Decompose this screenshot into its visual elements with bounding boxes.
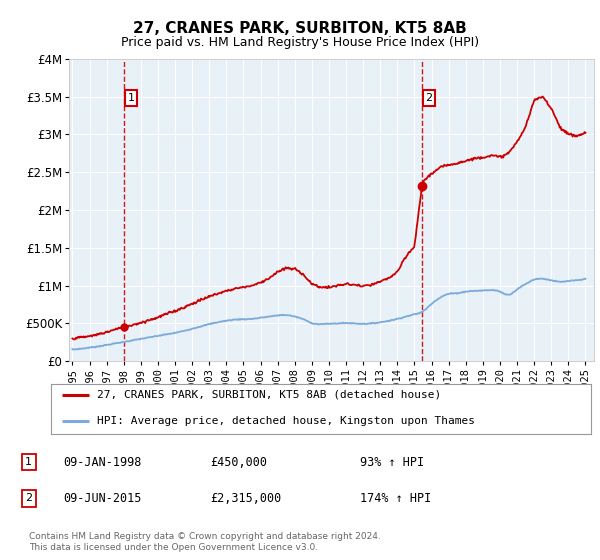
Text: £450,000: £450,000 [210, 455, 267, 469]
Text: Contains HM Land Registry data © Crown copyright and database right 2024.
This d: Contains HM Land Registry data © Crown c… [29, 532, 380, 552]
Text: 1: 1 [25, 457, 32, 467]
Text: 93% ↑ HPI: 93% ↑ HPI [360, 455, 424, 469]
Text: 2: 2 [25, 493, 32, 503]
Text: 2: 2 [425, 93, 433, 103]
Text: Price paid vs. HM Land Registry's House Price Index (HPI): Price paid vs. HM Land Registry's House … [121, 36, 479, 49]
Text: 09-JAN-1998: 09-JAN-1998 [63, 455, 142, 469]
Text: HPI: Average price, detached house, Kingston upon Thames: HPI: Average price, detached house, King… [97, 417, 475, 426]
Text: 174% ↑ HPI: 174% ↑ HPI [360, 492, 431, 505]
Text: £2,315,000: £2,315,000 [210, 492, 281, 505]
Text: 09-JUN-2015: 09-JUN-2015 [63, 492, 142, 505]
Text: 27, CRANES PARK, SURBITON, KT5 8AB: 27, CRANES PARK, SURBITON, KT5 8AB [133, 21, 467, 36]
Text: 27, CRANES PARK, SURBITON, KT5 8AB (detached house): 27, CRANES PARK, SURBITON, KT5 8AB (deta… [97, 390, 441, 400]
Text: 1: 1 [128, 93, 134, 103]
